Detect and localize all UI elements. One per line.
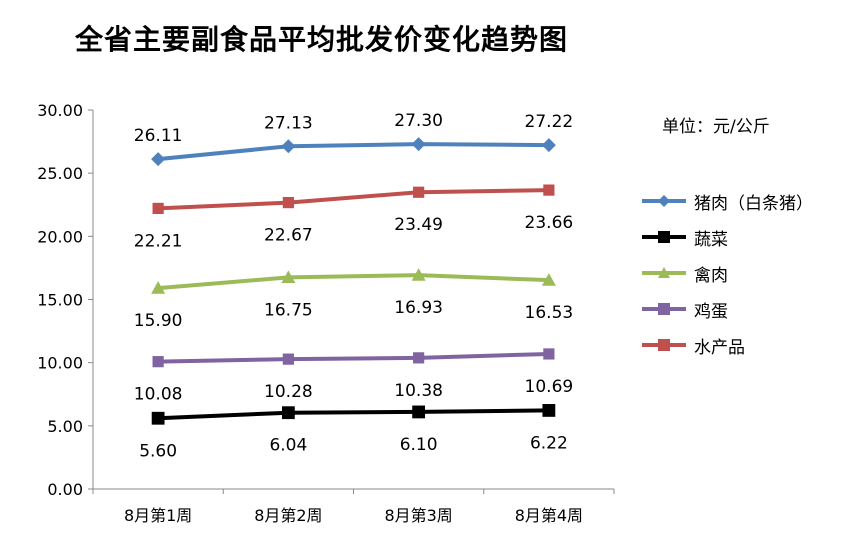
data-label: 6.10 [400,435,438,455]
data-point [151,281,166,294]
x-tick-label: 8月第4周 [515,506,583,525]
chart-title: 全省主要副食品平均批发价变化趋势图 [75,23,569,56]
y-tick-label: 25.00 [37,164,83,183]
legend-marker-icon [642,195,686,207]
series-line-0 [157,142,549,162]
data-label: 22.21 [134,231,183,251]
data-label: 27.13 [264,113,313,133]
data-label: 15.90 [134,311,183,331]
data-point [281,139,296,154]
y-tick-label: 15.00 [37,291,83,310]
data-label: 10.08 [134,385,183,405]
data-point [151,152,166,167]
data-point [413,352,425,364]
data-point [543,184,555,196]
data-point [282,353,294,365]
data-point [412,405,426,419]
data-point [543,348,555,360]
series-line-3 [158,351,549,364]
legend-label: 禽肉 [694,265,728,286]
series-line-4 [158,188,549,211]
data-label: 10.69 [525,377,574,397]
y-tick-label: 20.00 [37,227,83,246]
unit-note: 单位：元/公斤 [662,117,770,137]
legend-item: 蔬菜 [640,219,813,255]
data-point [151,411,165,425]
data-label: 16.93 [394,298,443,318]
legend-label: 鸡蛋 [694,301,728,322]
data-label: 27.30 [394,111,443,131]
data-point [281,270,296,283]
data-label: 5.60 [139,441,177,461]
data-point [411,137,426,152]
data-point [411,268,426,281]
legend-marker-icon [642,231,686,243]
legend-item: 鸡蛋 [640,291,813,327]
data-label: 23.66 [525,213,574,233]
data-point [152,202,164,215]
legend-item: 水产品 [640,327,813,363]
data-label: 22.67 [264,226,313,246]
legend-item: 猪肉（白条猪） [640,183,813,219]
legend-label: 水产品 [694,337,745,358]
legend-label: 猪肉（白条猪） [694,193,813,214]
legend-marker-icon [642,303,686,315]
legend-marker-icon [642,267,686,278]
data-point [541,273,556,286]
series-line-2 [157,273,549,291]
data-label: 6.04 [269,436,307,456]
x-tick-label: 8月第2周 [254,506,322,525]
legend-marker-icon [642,339,686,351]
data-label: 10.38 [394,381,443,401]
data-point [413,186,425,198]
data-point [281,406,295,420]
data-point [152,356,164,368]
data-label: 23.49 [394,215,443,235]
data-point [542,404,556,417]
data-label: 26.11 [134,126,183,146]
data-label: 16.75 [264,300,313,320]
legend-label: 蔬菜 [694,229,728,250]
series-line-1 [158,408,549,421]
x-tick-label: 8月第1周 [124,506,192,525]
y-tick-label: 10.00 [37,354,83,373]
data-point [282,197,294,209]
data-point [541,138,556,153]
legend-item: 禽肉 [640,255,813,291]
data-label: 27.22 [525,112,574,132]
data-label: 6.22 [530,433,568,453]
y-tick-label: 0.00 [47,480,83,499]
y-tick-label: 30.00 [37,101,83,120]
data-label: 16.53 [525,303,574,323]
x-tick-label: 8月第3周 [384,506,452,525]
y-tick-label: 5.00 [47,417,83,436]
legend: 猪肉（白条猪） 蔬菜禽肉鸡蛋水产品 [640,183,813,363]
data-label: 10.28 [264,382,313,402]
